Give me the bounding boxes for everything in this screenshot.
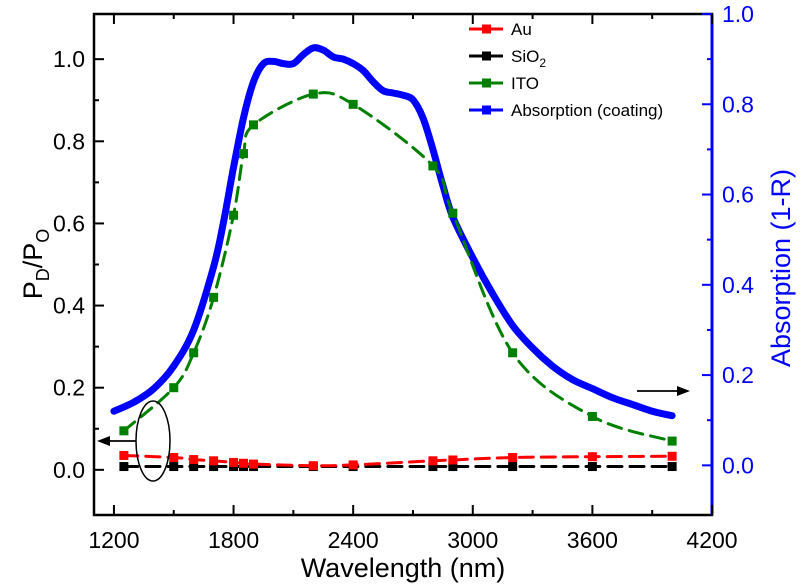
data-point bbox=[239, 458, 249, 468]
data-point bbox=[448, 462, 458, 472]
left-arrow-head bbox=[97, 436, 110, 446]
y-left-tick-label: 0.0 bbox=[53, 457, 85, 483]
data-point bbox=[119, 426, 129, 436]
legend-marker bbox=[482, 78, 491, 88]
data-point bbox=[667, 451, 677, 461]
data-point bbox=[209, 462, 219, 472]
data-point bbox=[508, 453, 518, 463]
data-point bbox=[229, 210, 239, 220]
data-point bbox=[348, 460, 358, 470]
legend-item: SiO2 bbox=[469, 47, 546, 70]
y-right-tick-label: 0.0 bbox=[722, 452, 754, 478]
x-axis-title: Wavelength (nm) bbox=[301, 553, 506, 583]
series-line bbox=[110, 44, 676, 420]
legend-marker bbox=[482, 105, 491, 115]
x-tick-label: 1200 bbox=[88, 527, 139, 553]
x-tick-label: 3000 bbox=[447, 527, 498, 553]
data-point bbox=[189, 462, 199, 472]
data-point bbox=[248, 120, 258, 130]
data-point bbox=[239, 149, 249, 159]
data-point bbox=[229, 457, 239, 467]
data-point bbox=[119, 450, 129, 460]
legend-label: Au bbox=[511, 20, 532, 39]
plot-frame bbox=[92, 12, 714, 517]
y-right-tick-label: 0.4 bbox=[722, 272, 754, 298]
data-point bbox=[667, 462, 677, 472]
legend-label: Absorption (coating) bbox=[511, 101, 663, 120]
legend-item: ITO bbox=[469, 74, 539, 93]
x-tick-label: 3600 bbox=[567, 527, 618, 553]
data-point bbox=[508, 348, 518, 358]
data-point bbox=[189, 348, 199, 358]
data-point bbox=[587, 462, 597, 472]
y-left-tick-label: 0.2 bbox=[53, 375, 85, 401]
data-point bbox=[308, 89, 318, 99]
data-point bbox=[448, 455, 458, 465]
data-point bbox=[508, 462, 518, 472]
legend-item: Absorption (coating) bbox=[469, 101, 663, 120]
legend: Au SiO2 ITO Absorption (coating) bbox=[469, 20, 663, 120]
data-point bbox=[428, 456, 438, 466]
ticks bbox=[94, 13, 713, 515]
data-point bbox=[169, 462, 179, 472]
series-layer bbox=[110, 44, 677, 472]
series-ito bbox=[119, 89, 677, 446]
data-point bbox=[248, 459, 258, 469]
series-absorption-coating- bbox=[110, 44, 676, 420]
data-point bbox=[428, 161, 438, 171]
data-point bbox=[119, 462, 129, 472]
data-point bbox=[169, 383, 179, 393]
legend-marker bbox=[482, 51, 491, 61]
data-point bbox=[308, 461, 318, 471]
legend-marker bbox=[482, 24, 491, 34]
data-point bbox=[667, 436, 677, 446]
right-arrow-head bbox=[677, 386, 690, 396]
x-tick-label: 2400 bbox=[328, 527, 379, 553]
y-left-tick-label: 0.6 bbox=[53, 210, 85, 236]
legend-item: Au bbox=[469, 20, 532, 39]
legend-label: SiO2 bbox=[511, 47, 546, 70]
data-point bbox=[348, 99, 358, 109]
series-au bbox=[119, 450, 677, 471]
y-right-tick-label: 1.0 bbox=[722, 1, 754, 27]
legend-label: ITO bbox=[511, 74, 539, 93]
data-point bbox=[587, 411, 597, 421]
left-annotation bbox=[97, 400, 171, 482]
data-point bbox=[169, 453, 179, 463]
y-right-tick-label: 0.2 bbox=[722, 362, 754, 388]
data-point bbox=[189, 455, 199, 465]
y-left-tick-label: 0.4 bbox=[53, 293, 85, 319]
data-point bbox=[428, 462, 438, 472]
svg-text:PD/PO: PD/PO bbox=[18, 229, 53, 300]
data-point bbox=[209, 292, 219, 302]
data-point bbox=[209, 456, 219, 466]
y-left-axis-title: PD/PO bbox=[18, 229, 53, 300]
data-point bbox=[448, 208, 458, 218]
y-right-tick-label: 0.8 bbox=[722, 91, 754, 117]
grouping-ellipse bbox=[135, 400, 171, 482]
right-annotation bbox=[637, 386, 690, 396]
x-tick-label: 4200 bbox=[686, 527, 737, 553]
x-tick-label: 1800 bbox=[208, 527, 259, 553]
y-left-tick-label: 0.8 bbox=[53, 128, 85, 154]
y-right-axis-title: Absorption (1-R) bbox=[766, 169, 796, 367]
data-point bbox=[587, 452, 597, 462]
y-right-tick-label: 0.6 bbox=[722, 182, 754, 208]
y-left-tick-label: 1.0 bbox=[53, 46, 85, 72]
tick-labels: 1200 1800 2400 3000 3600 4200 0.0 0.2 0.4 0.6 0.8 1… bbox=[53, 1, 754, 553]
